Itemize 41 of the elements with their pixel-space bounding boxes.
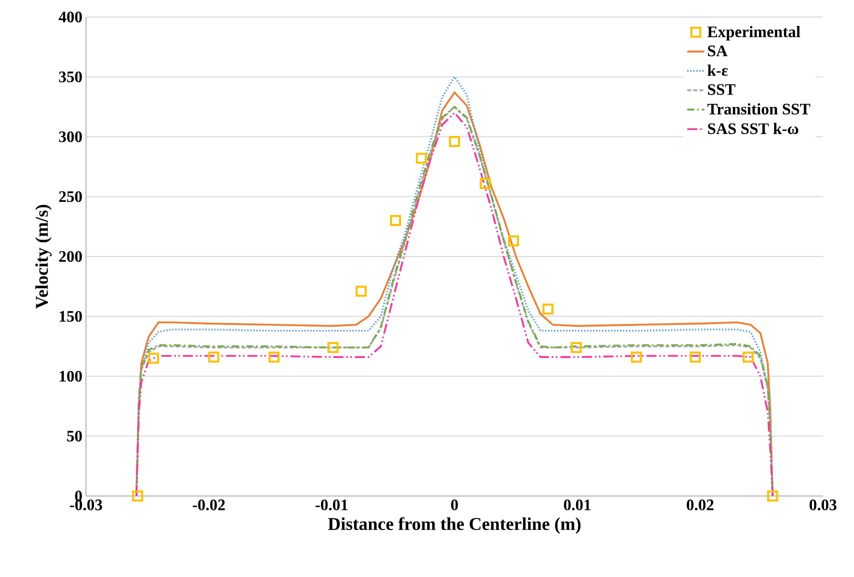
x-tick-label: 0.03	[810, 500, 836, 510]
point	[356, 286, 367, 297]
point	[742, 352, 754, 363]
point	[542, 304, 554, 315]
y-tick-label: 200	[59, 251, 82, 262]
x-tick-label: 0	[451, 500, 458, 510]
y-tick-label: 0	[75, 490, 82, 502]
point	[390, 215, 402, 226]
legend-label: SST	[708, 84, 736, 95]
point	[268, 352, 280, 363]
legend-label: Experimental	[707, 26, 800, 40]
point	[570, 342, 582, 353]
point	[208, 352, 220, 363]
x-tick-label: -0.03	[70, 500, 102, 510]
point	[480, 178, 491, 189]
x-tick-label: 0.01	[564, 500, 591, 510]
x-tick-label: -0.01	[316, 500, 348, 510]
y-tick-label: 100	[60, 370, 82, 382]
legend-label: k-ε	[708, 64, 728, 76]
y-tick-label: 50	[67, 430, 82, 442]
point	[327, 342, 338, 353]
y-axis-title: Velocity (m/s)	[35, 204, 52, 309]
point	[630, 352, 642, 363]
x-tick-label: 0.02	[686, 500, 714, 510]
legend-label: Transition SST	[707, 103, 810, 115]
point	[148, 352, 160, 364]
y-tick-label: 150	[60, 310, 82, 322]
y-tick-label: 400	[58, 12, 82, 22]
x-tick-label: -0.02	[192, 500, 225, 510]
point	[508, 235, 519, 246]
point	[449, 136, 460, 148]
point	[690, 352, 701, 363]
legend-label: SAS SST k-ω	[708, 122, 798, 134]
point	[132, 490, 144, 502]
y-tick-label: 350	[59, 71, 82, 82]
y-tick-label: 250	[59, 191, 82, 202]
y-tick-label: 300	[59, 131, 82, 142]
point	[416, 152, 427, 164]
x-axis-title: Distance from the Centerline (m)	[328, 517, 580, 534]
legend-label: SA	[708, 46, 728, 56]
point	[767, 490, 778, 502]
